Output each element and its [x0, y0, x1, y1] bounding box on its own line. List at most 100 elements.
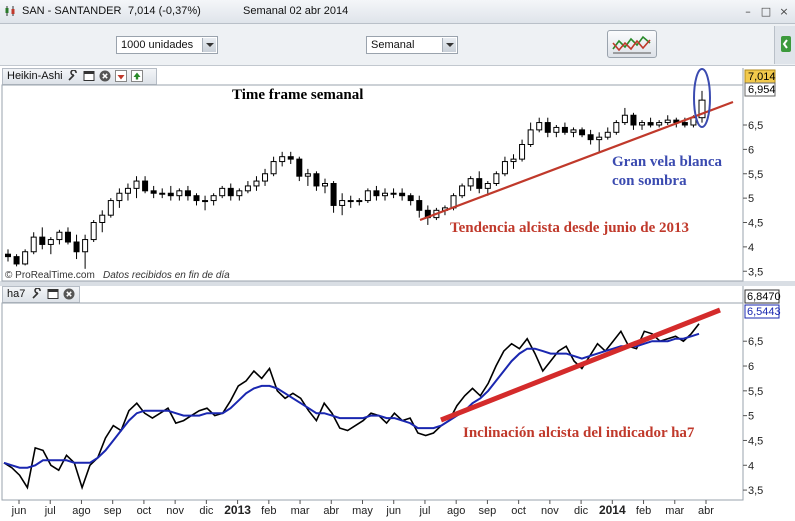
ha7-value-label: 6,8470 — [747, 291, 781, 303]
candle-body — [698, 99, 706, 119]
candle-body — [270, 161, 277, 175]
candle-body — [416, 200, 423, 211]
x-tick-label: ago — [447, 505, 465, 517]
close-icon[interactable] — [99, 70, 111, 82]
x-tick-label: mar — [665, 505, 684, 517]
candle-body — [193, 195, 200, 202]
candle-body — [476, 178, 483, 189]
indicator-panel-frame — [1, 302, 744, 501]
close-button[interactable]: × — [779, 5, 789, 18]
indicator-y-tick-label: 4,5 — [748, 435, 763, 447]
candle-body — [313, 173, 320, 187]
panel-separator[interactable] — [0, 281, 795, 286]
price-panel-header: Heikin-Ashi — [2, 68, 157, 85]
price-y-tick-label: 4 — [748, 242, 754, 254]
candle-body — [202, 200, 209, 203]
candle-body — [279, 156, 286, 163]
minimize-button[interactable]: – — [745, 5, 751, 18]
big-candle-annotation-line1: Gran vela blanca — [612, 154, 723, 170]
candle-body — [236, 190, 243, 197]
x-tick-label: may — [352, 505, 373, 517]
candle-body — [347, 200, 354, 203]
candle-body — [424, 209, 431, 219]
second-price-label: 6,954 — [748, 84, 776, 96]
candle-body — [142, 180, 149, 192]
candle-body — [227, 187, 234, 197]
candle-body — [390, 192, 397, 195]
x-tick-label: 2014 — [599, 503, 626, 517]
x-tick-label: jun — [385, 505, 401, 517]
candle-body — [536, 122, 543, 131]
wrench-icon[interactable] — [31, 288, 43, 300]
candle-body — [501, 161, 508, 175]
last-price-label: 7,014 — [748, 71, 776, 83]
price-y-tick-label: 3,5 — [748, 266, 763, 278]
period-select[interactable]: Semanal — [366, 36, 458, 54]
indicator-trendline — [440, 307, 721, 423]
close-icon[interactable] — [63, 288, 75, 300]
candle-body — [99, 214, 106, 223]
indicator-annotation: Inclinación alcista del indicador ha7 — [463, 425, 695, 441]
units-select[interactable]: 1000 unidades — [116, 36, 218, 54]
window-icon[interactable] — [83, 70, 95, 82]
x-tick-label: jun — [11, 505, 27, 517]
candle-body — [570, 129, 577, 133]
indicator-y-tick-label: 6,5 — [748, 336, 763, 348]
candle-body — [330, 183, 337, 206]
candle-body — [484, 183, 491, 189]
window-icon[interactable] — [47, 288, 59, 300]
candle-body — [116, 192, 123, 202]
candle-body — [39, 236, 46, 245]
maximize-button[interactable]: □ — [760, 5, 772, 18]
candle-body — [124, 187, 131, 194]
candle-body — [339, 200, 346, 206]
x-tick-label: feb — [636, 505, 651, 517]
watermark-note: Datos recibidos en fin de día — [103, 270, 230, 281]
candle-body — [167, 192, 174, 197]
candle-body — [493, 173, 500, 184]
indicator-y-tick-label: 4 — [748, 460, 754, 472]
period-date: Semanal 02 abr 2014 — [243, 5, 349, 17]
candle-body — [262, 173, 269, 182]
wrench-icon[interactable] — [67, 70, 79, 82]
candle-body — [579, 129, 586, 136]
signal-line — [3, 332, 700, 469]
x-tick-label: jul — [44, 505, 56, 517]
chevron-down-icon — [202, 38, 216, 52]
x-tick-label: 2013 — [224, 503, 251, 517]
candle-body — [64, 231, 71, 243]
move-down-icon[interactable] — [115, 70, 127, 82]
signal-value-badge — [744, 304, 780, 319]
candle-body — [433, 209, 440, 219]
candle-body — [467, 178, 474, 187]
move-up-icon[interactable] — [131, 70, 143, 82]
x-tick-label: dic — [199, 505, 214, 517]
candle-body — [630, 114, 637, 126]
candle-body — [613, 122, 620, 133]
candle-body — [510, 158, 517, 163]
candle-body — [322, 183, 329, 187]
price-y-tick-label: 6 — [748, 144, 754, 156]
candle-body — [159, 192, 166, 195]
candle-body — [561, 126, 568, 133]
candle-body — [596, 136, 603, 141]
candle-body — [553, 126, 560, 133]
candle-body — [527, 129, 534, 145]
price-panel-title: Heikin-Ashi — [7, 70, 63, 82]
candle-body — [82, 239, 89, 253]
candle-body — [150, 190, 157, 194]
side-panel-tab[interactable] — [774, 26, 795, 64]
candle-body — [604, 131, 611, 138]
candle-body — [681, 122, 688, 126]
indicators-button[interactable] — [607, 30, 657, 58]
candle-body — [56, 231, 63, 241]
x-tick-label: mar — [291, 505, 310, 517]
candle-body — [407, 195, 414, 202]
candle-body — [47, 239, 54, 245]
watermark: © ProRealTime.com — [5, 270, 95, 281]
trend-annotation: Tendencia alcista desde junio de 2013 — [450, 220, 689, 236]
candle-body — [287, 156, 294, 160]
candle-body — [296, 158, 303, 177]
ha7-value-badge — [744, 289, 780, 304]
x-tick-label: nov — [541, 505, 559, 517]
